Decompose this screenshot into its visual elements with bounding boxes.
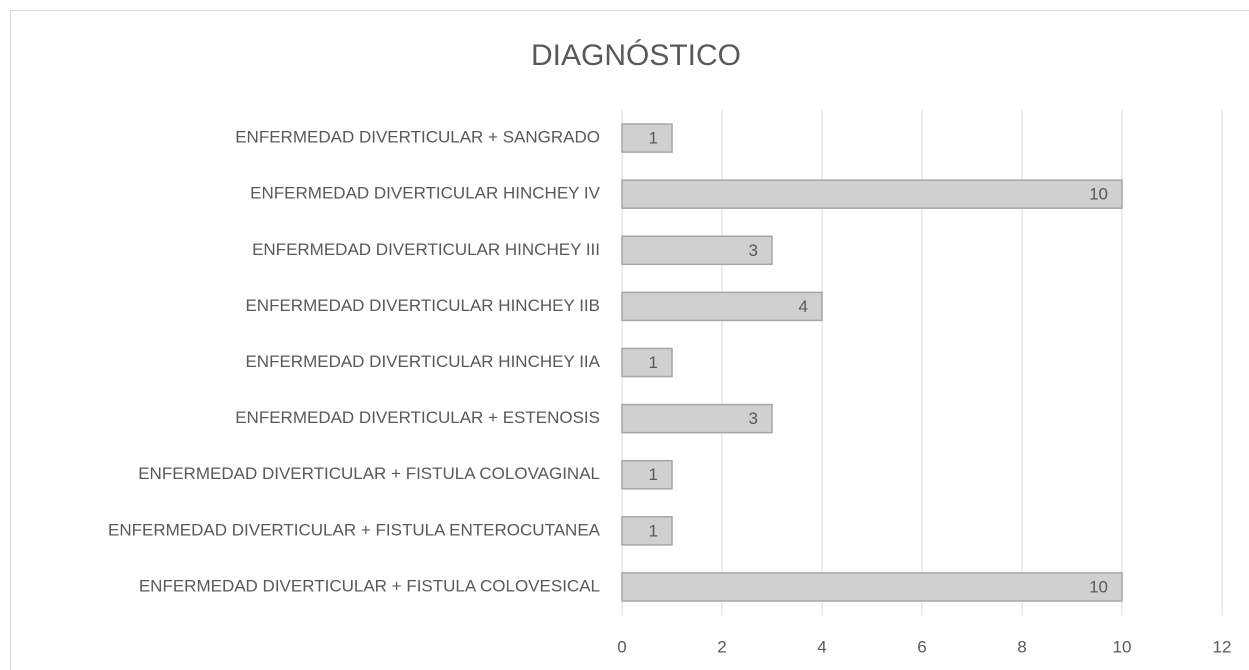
- x-tick-label: 8: [1017, 637, 1026, 656]
- x-tick-label: 12: [1213, 637, 1232, 656]
- data-label: 1: [649, 521, 658, 540]
- data-label: 10: [1089, 577, 1108, 596]
- y-tick-label: ENFERMEDAD DIVERTICULAR HINCHEY IIA: [245, 352, 600, 371]
- bar: [621, 572, 1123, 602]
- bar: [621, 291, 823, 322]
- x-tick-label: 0: [617, 637, 626, 656]
- x-tick-label: 6: [917, 637, 926, 656]
- bar: [621, 179, 1123, 209]
- bar: [621, 403, 773, 434]
- bar: [621, 516, 673, 546]
- y-tick-label: ENFERMEDAD DIVERTICULAR HINCHEY IV: [250, 184, 600, 203]
- bar: [621, 347, 673, 378]
- data-label: 4: [799, 297, 808, 316]
- bar: [621, 459, 673, 490]
- chart-title: DIAGNÓSTICO: [531, 39, 741, 72]
- data-label: 1: [649, 465, 658, 484]
- data-label: 3: [749, 409, 758, 428]
- y-tick-label: ENFERMEDAD DIVERTICULAR + FISTULA COLOVE…: [139, 576, 600, 595]
- bar: [621, 235, 773, 266]
- data-label: 10: [1089, 185, 1108, 204]
- x-tick-label: 2: [717, 637, 726, 656]
- y-tick-label: ENFERMEDAD DIVERTICULAR + FISTULA ENTERO…: [108, 520, 601, 539]
- y-tick-label: ENFERMEDAD DIVERTICULAR + ESTENOSIS: [235, 408, 600, 427]
- y-tick-label: ENFERMEDAD DIVERTICULAR HINCHEY III: [252, 240, 600, 259]
- bar: [621, 123, 673, 153]
- x-tick-label: 10: [1113, 637, 1132, 656]
- data-label: 1: [649, 129, 658, 148]
- chart-border: [10, 10, 1249, 670]
- y-tick-label: ENFERMEDAD DIVERTICULAR HINCHEY IIB: [245, 296, 600, 315]
- x-tick-label: 4: [817, 637, 826, 656]
- data-label: 3: [749, 241, 758, 260]
- y-tick-label: ENFERMEDAD DIVERTICULAR + SANGRADO: [235, 128, 600, 147]
- y-tick-label: ENFERMEDAD DIVERTICULAR + FISTULA COLOVA…: [138, 464, 600, 483]
- data-label: 1: [649, 353, 658, 372]
